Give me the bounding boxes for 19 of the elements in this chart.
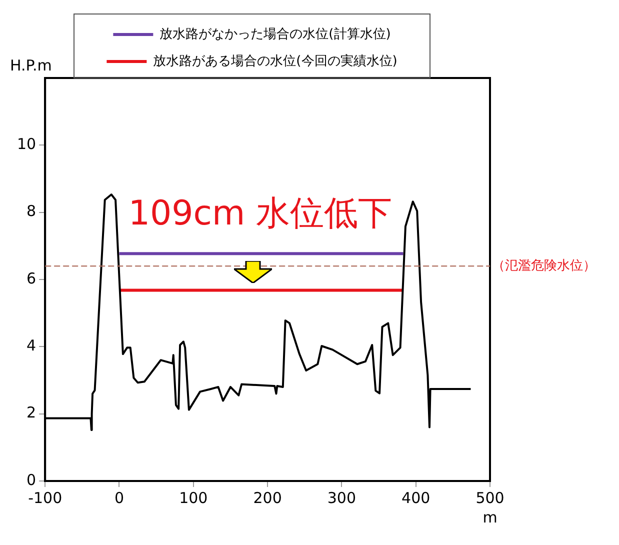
y-tick-label: 0 <box>26 470 36 489</box>
x-tick-label: 400 <box>402 488 430 507</box>
annotation: 109cm 水位低下 <box>128 194 392 234</box>
x-tick-label: 0 <box>114 488 124 507</box>
y-tick-label: 4 <box>26 336 36 355</box>
y-tick-label: 10 <box>16 135 36 154</box>
y-axis-title: H.P.m <box>10 56 52 74</box>
x-axis-title: m <box>482 508 498 526</box>
x-tick-label: 500 <box>476 488 504 507</box>
legend-label: 放水路がある場合の水位(今回の実績水位) <box>153 52 398 69</box>
ref-line-label: （氾濫危険水位） <box>492 258 596 274</box>
y-tick-label: 8 <box>26 202 36 220</box>
legend-label: 放水路がなかった場合の水位(計算水位) <box>160 26 391 42</box>
x-tick-label: -100 <box>28 488 62 507</box>
x-tick-label: 300 <box>327 488 356 507</box>
x-tick-label: 200 <box>253 488 282 507</box>
x-tick-label: 100 <box>179 488 208 507</box>
y-tick-label: 2 <box>26 404 36 422</box>
y-tick-label: 6 <box>26 269 36 288</box>
